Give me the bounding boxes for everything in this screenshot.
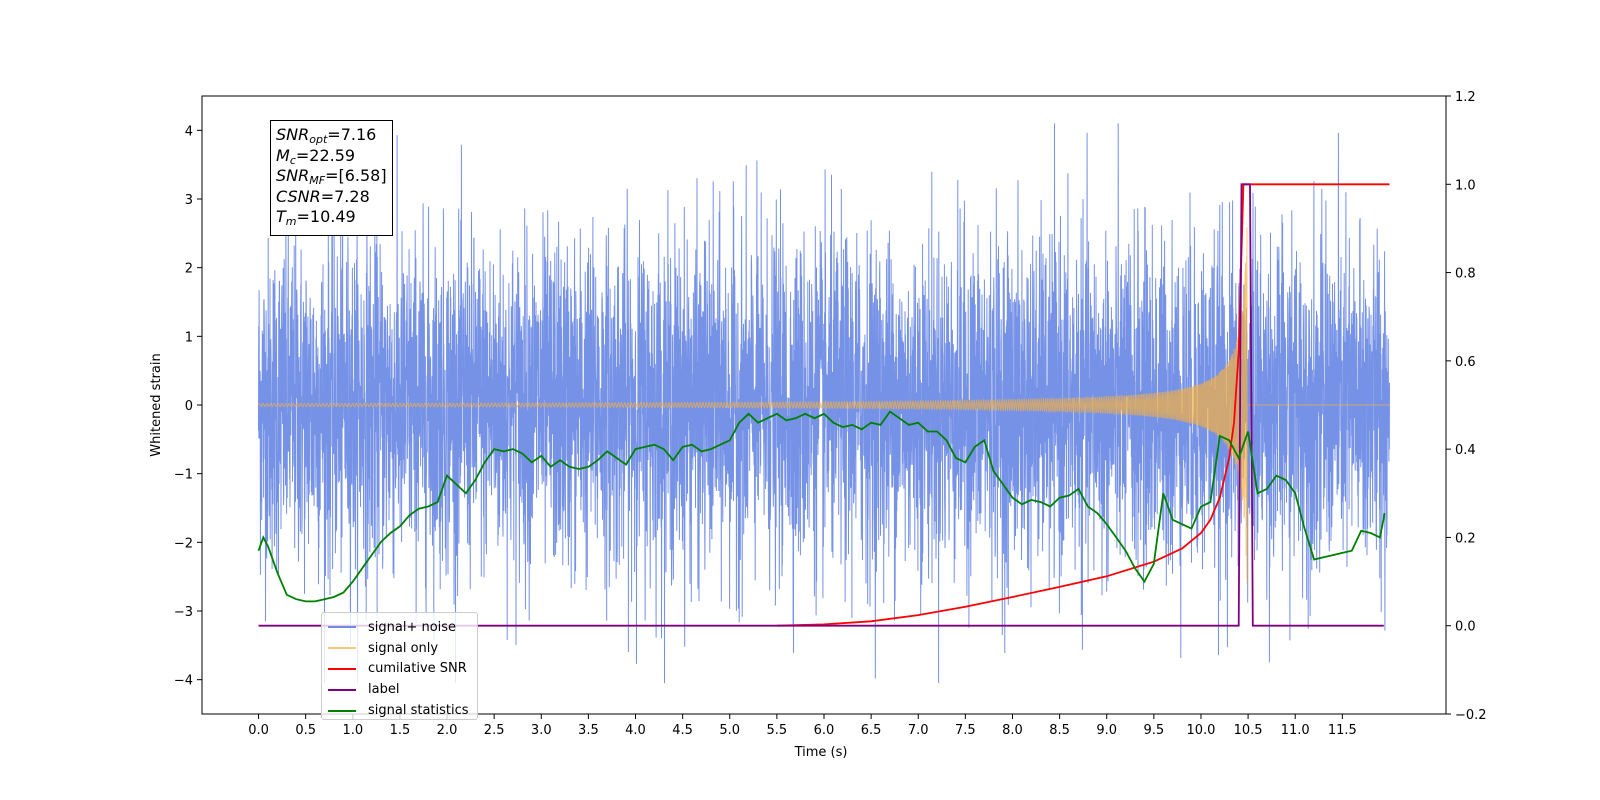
y-tick-label-left: 1 bbox=[185, 330, 193, 345]
annotation-csnr: CSNR=7.28 bbox=[276, 187, 392, 208]
signal-noise-series bbox=[258, 123, 1390, 684]
legend: signal+ noise signal only cumilative SNR… bbox=[321, 612, 478, 720]
legend-item-signal-statistics: signal statistics bbox=[328, 700, 471, 721]
x-tick-label: 8.5 bbox=[1049, 723, 1070, 738]
legend-label-label: label bbox=[368, 682, 400, 698]
annotation-snr-opt-sub: opt bbox=[309, 133, 328, 146]
annotation-tm-value: =10.49 bbox=[296, 207, 356, 226]
y-tick-label-right: 0.6 bbox=[1455, 355, 1476, 370]
y-tick-label-left: −1 bbox=[174, 468, 193, 483]
x-tick-label: 9.0 bbox=[1096, 723, 1117, 738]
y-tick-label-right: 1.2 bbox=[1455, 90, 1476, 105]
x-tick-label: 1.0 bbox=[342, 723, 363, 738]
right-axis-series bbox=[257, 183, 1390, 627]
annotation-snr-mf-base: SNR bbox=[276, 166, 310, 185]
legend-label-signal-noise: signal+ noise bbox=[368, 619, 457, 635]
y-tick-label-left: −2 bbox=[174, 536, 193, 551]
y-tick-label-right: 0.0 bbox=[1455, 620, 1476, 635]
x-tick-label: 6.5 bbox=[861, 723, 882, 738]
legend-label-signal-only: signal only bbox=[368, 640, 439, 656]
legend-swatch-signal-noise bbox=[328, 626, 356, 629]
y-tick-label-left: 2 bbox=[185, 262, 193, 277]
x-tick-label: 8.0 bbox=[1002, 723, 1023, 738]
x-tick-label: 4.5 bbox=[672, 723, 693, 738]
annotation-csnr-base: CSNR bbox=[276, 186, 321, 206]
annotation-mc-base: M bbox=[276, 145, 290, 165]
legend-item-signal-only: signal only bbox=[328, 638, 471, 659]
annotation-snr-mf: SNRMF=[6.58] bbox=[276, 166, 392, 187]
annotation-snr-opt-base: SNR bbox=[276, 125, 310, 144]
y-tick-label-left: 3 bbox=[185, 193, 193, 208]
x-tick-label: 10.5 bbox=[1234, 723, 1263, 738]
annotation-snr-mf-sub: MF bbox=[309, 174, 326, 187]
x-tick-label: 9.5 bbox=[1144, 723, 1165, 738]
y-tick-label-left: −3 bbox=[174, 605, 193, 620]
annotation-tm: Tm=10.49 bbox=[276, 207, 392, 228]
annotation-tm-base: T bbox=[276, 207, 286, 226]
legend-label-cumilative-snr: cumilative SNR bbox=[368, 661, 467, 677]
x-tick-label: 3.0 bbox=[531, 723, 552, 738]
x-tick-label: 10.0 bbox=[1186, 723, 1215, 738]
annotation-mc: Mc=22.59 bbox=[276, 146, 392, 167]
x-tick-label: 0.5 bbox=[295, 723, 316, 738]
snr-annotation-box: SNRopt=7.16 Mc=22.59 SNRMF=[6.58] CSNR=7… bbox=[270, 120, 393, 236]
x-tick-label: 2.5 bbox=[484, 723, 505, 738]
y-axis-right: 1.2 1.0 0.8 0.6 0.4 0.2 0.0 −0.2 bbox=[1446, 90, 1487, 723]
legend-swatch-label bbox=[328, 688, 356, 691]
annotation-snr-opt: SNRopt=7.16 bbox=[276, 125, 392, 146]
x-tick-label: 0.0 bbox=[248, 723, 269, 738]
legend-item-signal-noise: signal+ noise bbox=[328, 617, 471, 638]
y-tick-label-right: −0.2 bbox=[1455, 708, 1487, 723]
annotation-tm-sub: m bbox=[285, 215, 297, 228]
x-tick-label: 11.0 bbox=[1281, 723, 1310, 738]
y-tick-label-left: 0 bbox=[185, 399, 193, 414]
x-tick-label: 6.0 bbox=[814, 723, 835, 738]
label-series bbox=[258, 183, 1384, 627]
x-tick-label: 3.5 bbox=[578, 723, 599, 738]
x-tick-label: 2.0 bbox=[437, 723, 458, 738]
y-tick-label-right: 0.2 bbox=[1455, 531, 1476, 546]
y-axis-left: 4 3 2 1 0 −1 −2 −3 −4 bbox=[174, 124, 202, 689]
y-tick-label-right: 0.4 bbox=[1455, 443, 1476, 458]
y-tick-label-left: −4 bbox=[174, 674, 193, 689]
x-tick-label: 7.0 bbox=[908, 723, 929, 738]
y-tick-label-left: 4 bbox=[185, 124, 193, 139]
annotation-mc-value: =22.59 bbox=[295, 145, 356, 165]
x-tick-label: 4.0 bbox=[625, 723, 646, 738]
signal-only-series bbox=[258, 227, 1390, 585]
x-axis-label: Time (s) bbox=[794, 745, 848, 760]
legend-swatch-signal-only bbox=[328, 647, 356, 650]
y-tick-label-right: 0.8 bbox=[1455, 267, 1476, 282]
x-tick-label: 11.5 bbox=[1328, 723, 1357, 738]
x-axis: 0.0 0.5 1.0 1.5 2.0 2.5 3.0 3.5 4.0 4.5 5.0 5.5 6.0 6… bbox=[248, 714, 1357, 738]
legend-item-label: label bbox=[328, 679, 471, 700]
x-tick-label: 5.5 bbox=[767, 723, 788, 738]
legend-item-cumilative-snr: cumilative SNR bbox=[328, 659, 471, 680]
legend-label-signal-statistics: signal statistics bbox=[368, 703, 469, 719]
y-axis-label-left: Whitened strain bbox=[149, 353, 164, 456]
x-tick-label: 7.5 bbox=[955, 723, 976, 738]
x-tick-label: 5.0 bbox=[719, 723, 740, 738]
annotation-mc-sub: c bbox=[289, 153, 296, 167]
signal-statistics-series bbox=[257, 410, 1386, 603]
annotation-csnr-value: =7.28 bbox=[320, 186, 370, 206]
annotation-snr-opt-value: =7.16 bbox=[327, 125, 377, 144]
legend-swatch-signal-statistics bbox=[328, 709, 356, 712]
x-tick-label: 1.5 bbox=[390, 723, 411, 738]
annotation-snr-mf-value: =[6.58] bbox=[325, 166, 387, 185]
legend-swatch-cumilative-snr bbox=[328, 667, 356, 670]
y-tick-label-right: 1.0 bbox=[1455, 178, 1476, 193]
plot-area bbox=[257, 123, 1390, 684]
